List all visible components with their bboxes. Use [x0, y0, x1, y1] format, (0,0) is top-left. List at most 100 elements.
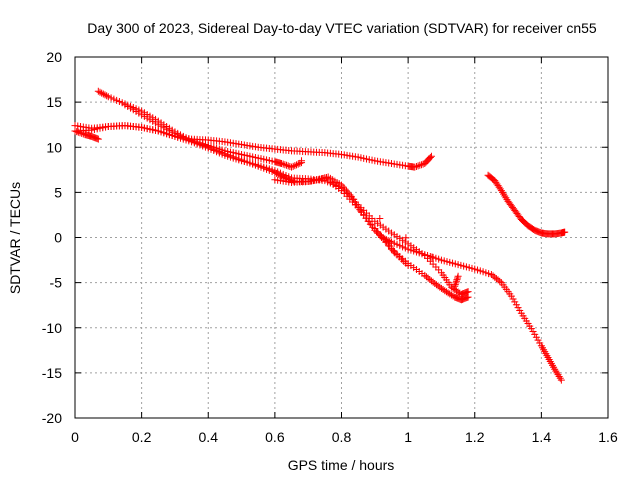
x-tick-label: 0.8 [332, 429, 352, 445]
data-point [531, 330, 539, 338]
data-point [411, 163, 419, 171]
data-point [94, 87, 102, 95]
data-point [532, 333, 540, 341]
data-point [511, 298, 519, 306]
data-point [294, 160, 302, 168]
data-point [454, 274, 462, 282]
data-point [281, 161, 289, 169]
data-point [278, 159, 286, 167]
data-point [414, 162, 422, 170]
data-point [291, 162, 299, 170]
chart-title: Day 300 of 2023, Sidereal Day-to-day VTE… [87, 20, 597, 36]
x-tick-label: 0.2 [132, 429, 152, 445]
data-points [71, 87, 569, 384]
data-point [551, 365, 559, 373]
data-point [96, 88, 104, 96]
y-tick-label: -20 [42, 410, 62, 426]
data-point [283, 161, 291, 169]
x-tick-labels: 0 0.2 0.4 0.6 0.8 1 1.2 1.4 1.6 [71, 429, 618, 445]
data-point [552, 367, 560, 375]
data-point [426, 153, 434, 161]
data-point [555, 372, 563, 380]
series-track-8 [484, 171, 569, 238]
data-point [512, 301, 520, 309]
data-point [534, 336, 542, 344]
series-track-6 [271, 174, 472, 304]
data-point [73, 128, 81, 136]
data-point [464, 293, 472, 301]
data-point [382, 236, 390, 244]
data-point [557, 376, 565, 384]
x-tick-label: 0 [71, 429, 79, 445]
data-point [99, 90, 107, 98]
data-point [451, 282, 459, 290]
y-tick-label: 10 [46, 139, 62, 155]
data-point [381, 235, 389, 243]
data-point [500, 190, 508, 198]
x-tick-label: 1 [404, 429, 412, 445]
x-axis-label: GPS time / hours [288, 457, 395, 473]
y-tick-label: 15 [46, 94, 62, 110]
y-tick-label: -15 [42, 365, 62, 381]
x-tick-label: 0.6 [265, 429, 285, 445]
series-track-2 [71, 127, 102, 143]
data-point [278, 172, 286, 180]
data-point [324, 176, 332, 184]
y-tick-labels: -20 -15 -10 -5 0 5 10 15 20 [42, 49, 62, 426]
data-point [502, 194, 510, 202]
data-point [452, 279, 460, 287]
data-point [529, 328, 537, 336]
data-point [412, 163, 420, 171]
x-tick-label: 1.6 [598, 429, 618, 445]
y-tick-label: 5 [54, 184, 62, 200]
data-point [499, 188, 507, 196]
data-point [501, 192, 509, 200]
data-point [509, 295, 517, 303]
data-point [527, 325, 535, 333]
data-point [98, 89, 106, 97]
data-point [298, 157, 306, 165]
data-point [103, 92, 111, 100]
data-point [536, 339, 544, 347]
series-track-5 [121, 101, 306, 171]
data-point [417, 161, 425, 169]
data-point [94, 135, 102, 143]
data-point [377, 234, 385, 241]
data-point [516, 306, 524, 314]
data-point [289, 177, 297, 185]
y-axis-label: SDTVAR / TECUs [7, 182, 23, 294]
x-tick-label: 0.4 [199, 429, 219, 445]
y-tick-label: -5 [50, 275, 63, 291]
data-point [453, 276, 461, 284]
data-point [386, 237, 394, 245]
y-tick-label: 20 [46, 49, 62, 65]
grid [75, 57, 608, 418]
data-point [451, 281, 459, 289]
data-point [350, 195, 358, 203]
data-point [454, 272, 462, 280]
data-point [279, 160, 287, 168]
data-point [514, 304, 522, 312]
axis-ticks [74, 56, 609, 419]
data-point [289, 162, 297, 170]
data-point [452, 277, 460, 285]
x-tick-label: 1.2 [465, 429, 485, 445]
data-point [376, 215, 384, 223]
data-point [416, 161, 424, 169]
data-point [507, 292, 515, 300]
data-point [384, 237, 392, 245]
x-tick-label: 1.4 [532, 429, 552, 445]
data-point [497, 187, 505, 195]
data-point [288, 163, 296, 171]
y-tick-label: 0 [54, 230, 62, 246]
data-point [553, 369, 561, 377]
series-outliers [298, 157, 462, 290]
data-point [101, 91, 109, 99]
data-point [556, 374, 564, 382]
data-point [554, 371, 562, 379]
data-point [427, 152, 435, 160]
data-point [293, 161, 301, 169]
y-tick-label: -10 [42, 320, 62, 336]
data-point [402, 234, 410, 242]
